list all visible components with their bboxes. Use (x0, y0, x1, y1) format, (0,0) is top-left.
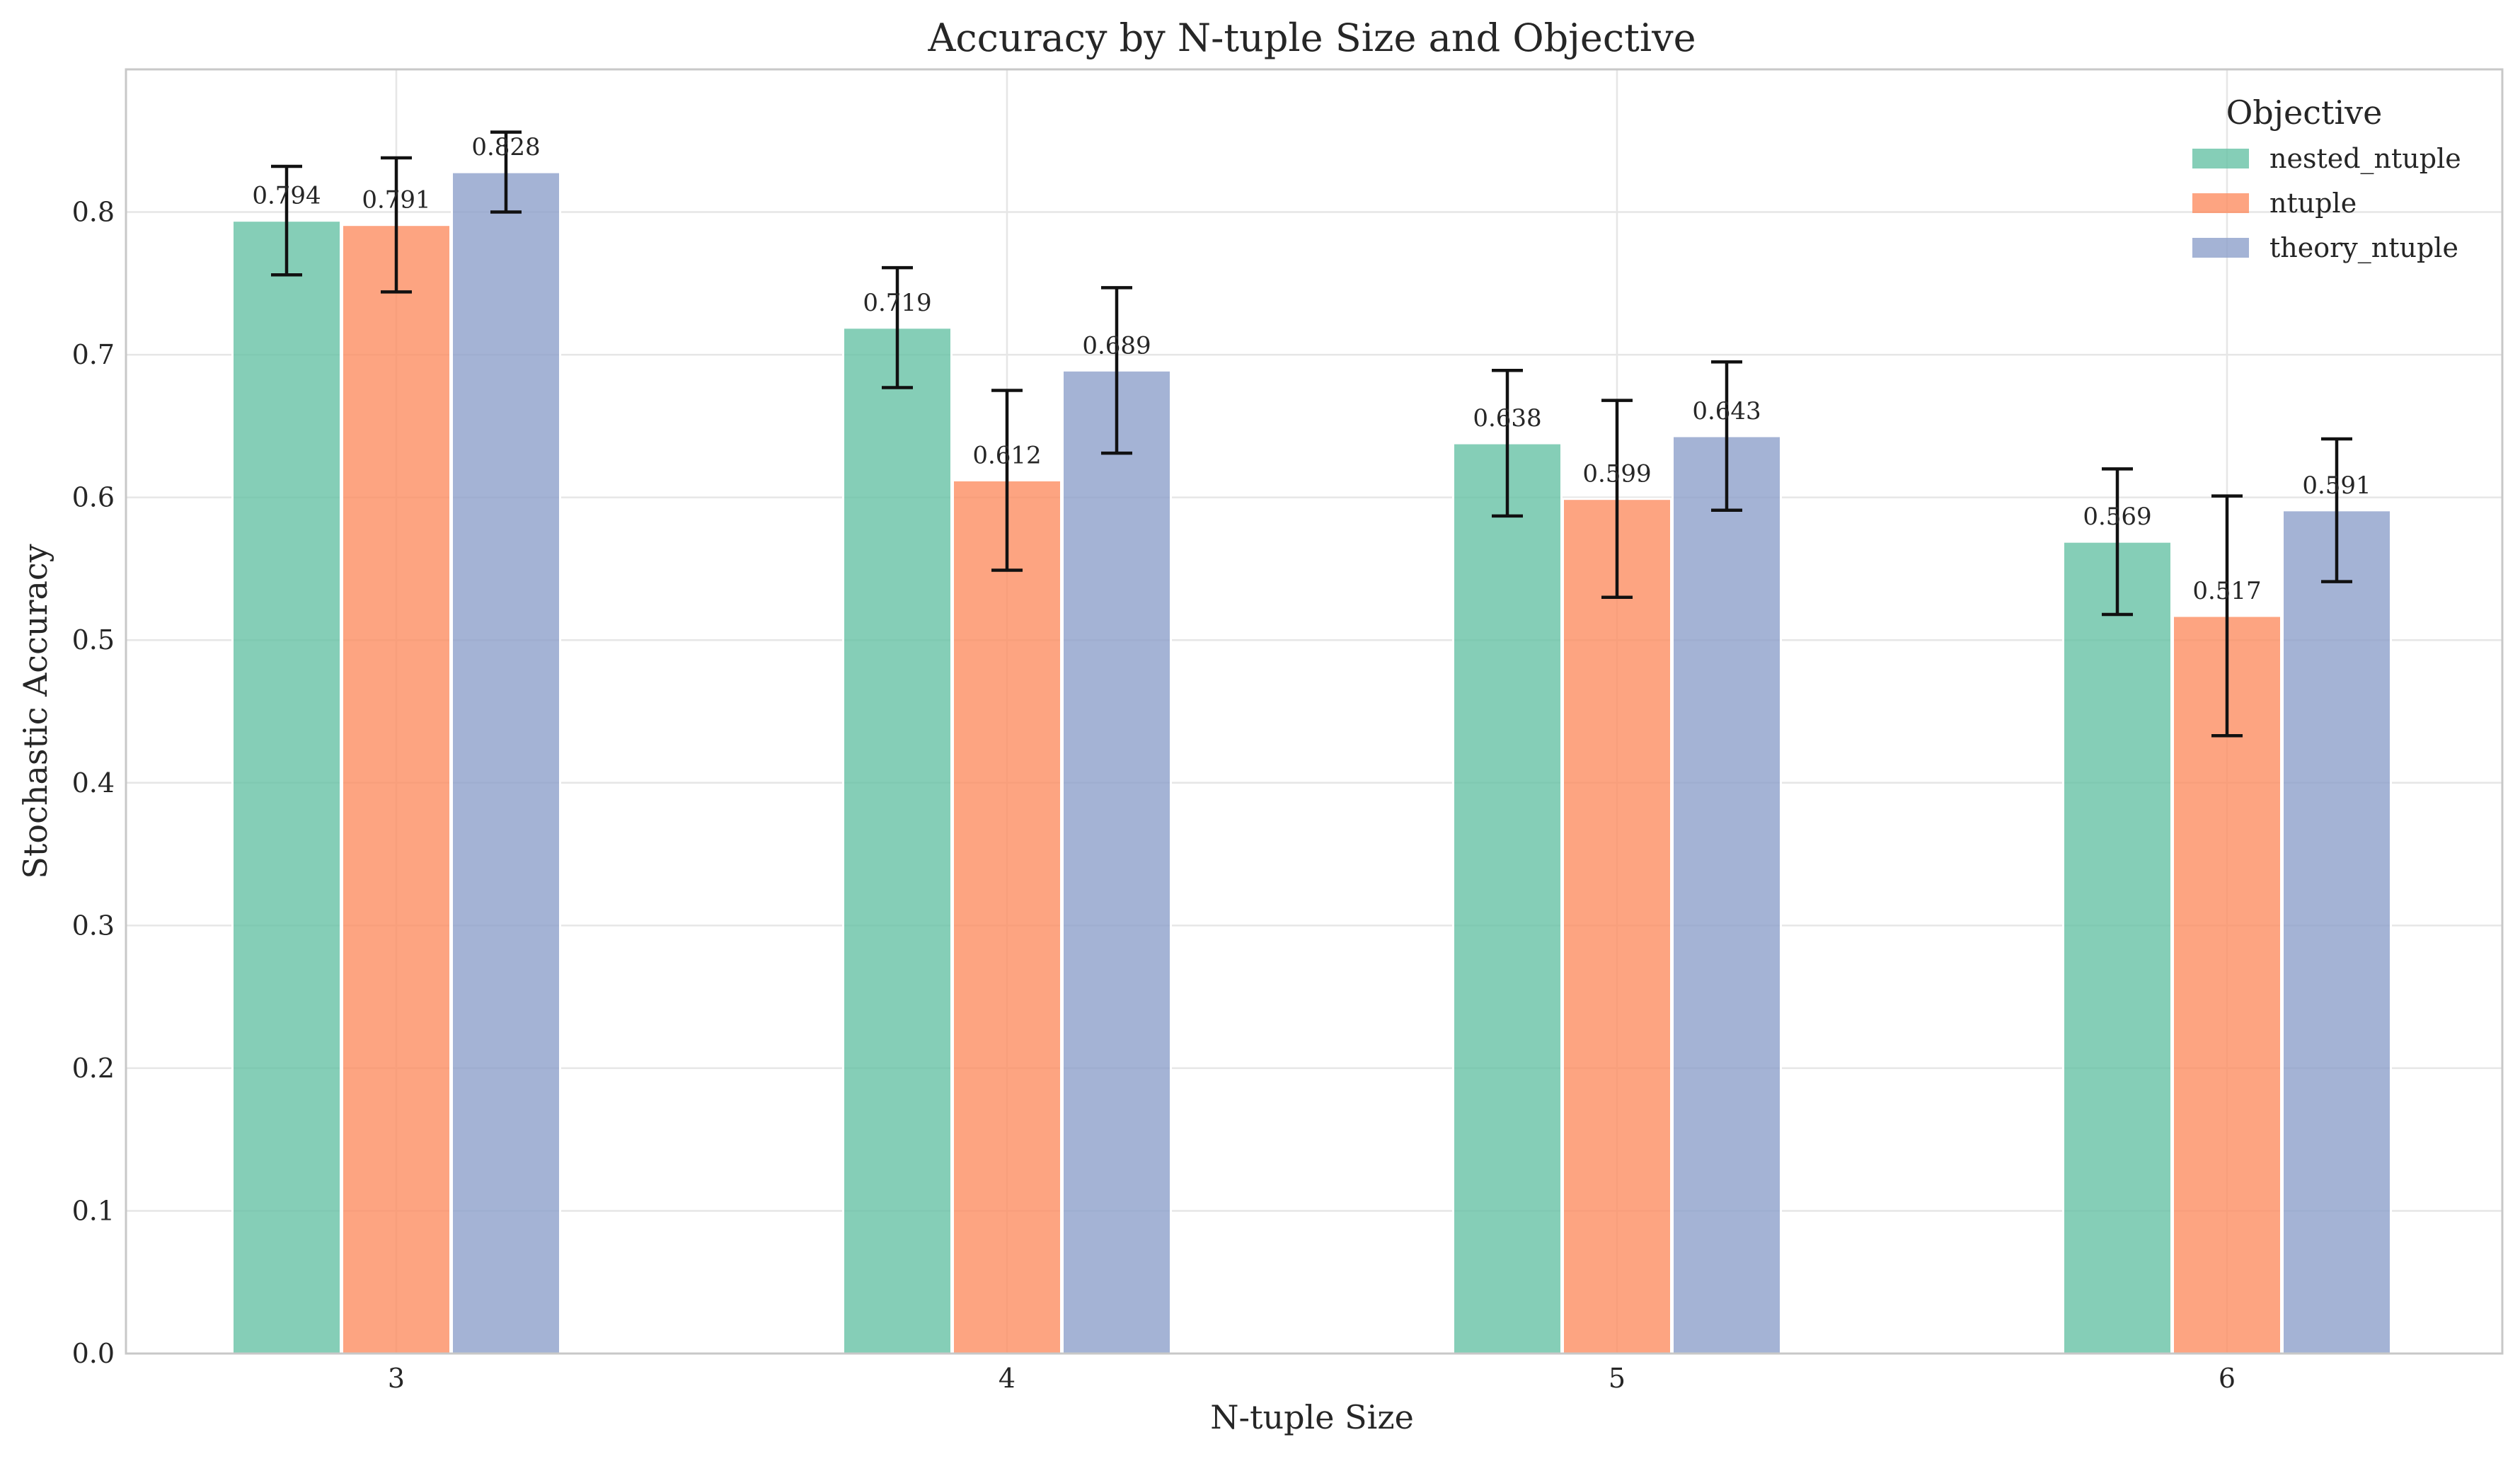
bar-theory_ntuple-3 (451, 171, 561, 1355)
bars (231, 171, 2392, 1355)
data-label: 0.791 (362, 186, 430, 214)
y-tick-label: 0.0 (72, 1338, 115, 1369)
error-bars (271, 130, 2352, 738)
legend-title: Objective (2226, 93, 2383, 132)
legend-swatch-theory_ntuple (2192, 238, 2249, 258)
x-tick-label: 5 (1609, 1363, 1626, 1394)
data-label: 0.638 (1473, 404, 1541, 433)
chart-title: Accuracy by N-tuple Size and Objective (927, 16, 1696, 60)
bar-nested_ntuple-5 (1452, 442, 1563, 1355)
legend-label[interactable]: nested_ntuple (2269, 143, 2461, 175)
data-labels: 0.794 0.719 0.638 0.569 0.791 0.612 0.599 0.517… (252, 133, 2371, 605)
bar-theory_ntuple-5 (1672, 435, 1782, 1355)
plot-area-frame (125, 68, 2504, 1355)
legend-label[interactable]: theory_ntuple (2269, 232, 2458, 264)
bar-ntuple-3 (341, 224, 451, 1355)
data-label: 0.719 (863, 289, 931, 317)
legend-label[interactable]: ntuple (2269, 188, 2357, 219)
tick-labels: 0.0 0.1 0.2 0.3 0.4 0.5 0.6 0.7 0.8 3 4 5 6 (72, 197, 2236, 1394)
y-tick-label: 0.1 (72, 1195, 115, 1226)
y-tick-label: 0.2 (72, 1053, 115, 1084)
data-label: 0.794 (252, 182, 321, 210)
x-axis-label: N-tuple Size (1210, 1398, 1414, 1436)
y-tick-label: 0.5 (72, 624, 115, 656)
data-label: 0.517 (2192, 577, 2261, 605)
x-tick-label: 6 (2219, 1363, 2236, 1394)
data-label: 0.828 (471, 133, 540, 161)
bar-nested_ntuple-3 (231, 219, 342, 1355)
data-label: 0.612 (972, 441, 1041, 469)
x-tick-label: 4 (999, 1363, 1016, 1394)
data-label: 0.599 (1582, 460, 1651, 488)
bar-theory_ntuple-6 (2282, 509, 2392, 1355)
legend-swatch-nested_ntuple (2192, 149, 2249, 168)
bar-nested_ntuple-6 (2062, 540, 2173, 1355)
data-label: 0.569 (2083, 503, 2151, 531)
bar-ntuple-5 (1562, 498, 1672, 1355)
y-tick-label: 0.3 (72, 910, 115, 941)
y-axis-label: Stochastic Accuracy (16, 544, 54, 879)
y-tick-label: 0.8 (72, 197, 115, 228)
legend-swatch-ntuple (2192, 193, 2249, 213)
bar-nested_ntuple-4 (842, 326, 953, 1355)
bar-theory_ntuple-4 (1061, 369, 1172, 1355)
x-tick-label: 3 (388, 1363, 405, 1394)
bar-ntuple-4 (952, 479, 1062, 1355)
data-label: 0.591 (2302, 471, 2371, 500)
y-tick-label: 0.6 (72, 482, 115, 513)
y-tick-label: 0.7 (72, 339, 115, 370)
data-label: 0.689 (1082, 331, 1151, 360)
data-label: 0.643 (1692, 397, 1761, 425)
y-tick-label: 0.4 (72, 767, 115, 799)
